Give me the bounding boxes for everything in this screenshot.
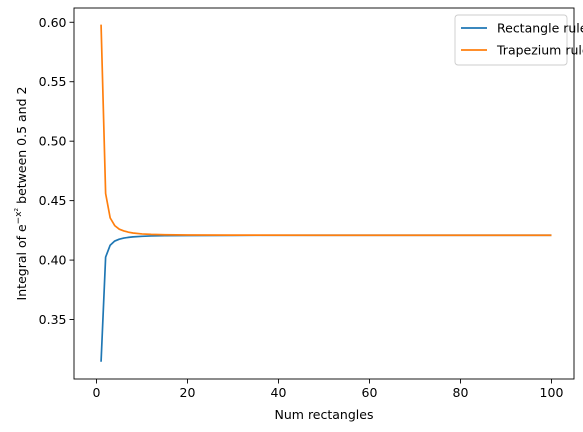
y-axis-label-exponent: −x² [14, 207, 24, 224]
plot-frame [73, 7, 575, 380]
y-axis-label-base: e [14, 224, 29, 232]
x-tick-label: 20 [180, 385, 196, 400]
series-layer [100, 24, 552, 362]
x-axis-label: Num rectangles [275, 407, 374, 422]
x-tick-label: 40 [271, 385, 287, 400]
y-axis-label: Integral of e−x² between 0.5 and 2 [14, 87, 29, 301]
legend-label-rectangle-rule: Rectangle rule [497, 21, 583, 36]
y-axis: 0.35 0.40 0.45 0.50 0.55 0.60 [39, 15, 74, 327]
y-axis-label-prefix: Integral of [14, 232, 29, 300]
y-axis-label-suffix: between 0.5 and 2 [14, 87, 29, 208]
legend-label-trapezium-rule: Trapezium rule [496, 43, 583, 58]
y-tick-label: 0.40 [39, 253, 67, 268]
series-line-trapezium-rule [100, 24, 552, 237]
y-tick-label: 0.60 [39, 15, 67, 30]
x-tick-label: 60 [362, 385, 378, 400]
y-tick-label: 0.35 [39, 312, 67, 327]
x-tick-label: 100 [540, 385, 564, 400]
x-tick-label: 80 [453, 385, 469, 400]
x-tick-label: 0 [93, 385, 101, 400]
y-tick-label: 0.55 [39, 74, 67, 89]
y-tick-label: 0.50 [39, 134, 67, 149]
series-line-rectangle-rule [100, 234, 552, 362]
x-axis: 0 20 40 60 80 100 [93, 379, 564, 400]
y-tick-label: 0.45 [39, 193, 67, 208]
legend: Rectangle rule Trapezium rule [454, 14, 583, 66]
